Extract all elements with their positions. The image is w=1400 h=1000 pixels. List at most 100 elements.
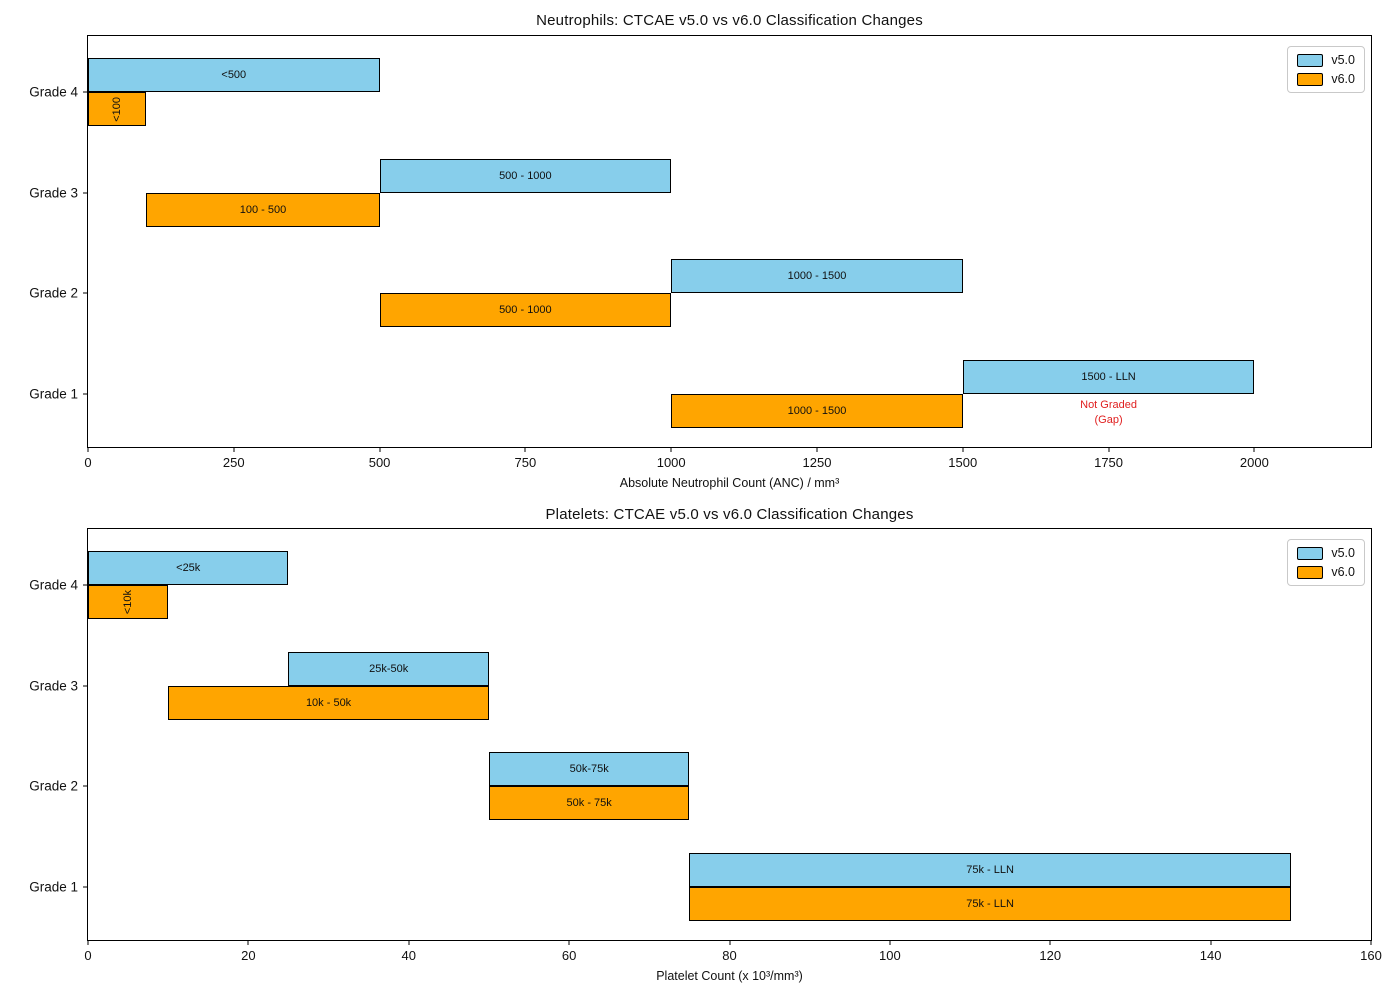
x-tick-mark [1049, 940, 1051, 945]
bar-label: 500 - 1000 [499, 170, 552, 182]
bar-label: 50k-75k [569, 763, 609, 775]
range-bar-v6-0-grade-2: 50k - 75k [488, 786, 690, 820]
y-tick-mark [83, 91, 88, 93]
range-bar-v6-0-grade-4: <100 [88, 92, 147, 126]
x-tick-label: 160 [1360, 948, 1382, 963]
y-tick-label-grade-1: Grade 1 [29, 879, 78, 895]
x-tick-label: 100 [879, 948, 901, 963]
x-tick-label: 2000 [1239, 455, 1269, 470]
bar-label: 1000 - 1500 [787, 405, 847, 417]
x-tick-label: 1000 [656, 455, 686, 470]
range-bar-v6-0-grade-1: 75k - LLN [689, 887, 1291, 921]
legend-item-v6-0: v6.0 [1297, 72, 1355, 86]
x-tick-label: 120 [1039, 948, 1062, 963]
legend-item-v5-0: v5.0 [1297, 53, 1355, 67]
range-bar-v5-0-grade-3: 25k-50k [288, 652, 489, 686]
y-tick-label-grade-2: Grade 2 [29, 778, 78, 794]
x-tick-mark [1210, 940, 1212, 945]
legend-swatch-v5-0 [1297, 546, 1324, 560]
y-tick-label-grade-1: Grade 1 [29, 386, 78, 402]
y-tick-label-grade-2: Grade 2 [29, 285, 78, 301]
legend-label: v6.0 [1331, 565, 1355, 579]
range-bar-v5-0-grade-2: 50k-75k [488, 752, 690, 786]
bar-label: 75k - LLN [966, 864, 1014, 876]
x-tick-label: 500 [368, 455, 391, 470]
range-bar-v5-0-grade-2: 1000 - 1500 [671, 259, 963, 293]
x-tick-label: 20 [241, 948, 256, 963]
bar-label: 50k - 75k [566, 797, 612, 809]
bar-label: <500 [221, 69, 247, 81]
bar-label: 100 - 500 [239, 204, 287, 216]
x-tick-label: 250 [222, 455, 245, 470]
x-tick-mark [568, 940, 570, 945]
x-tick-mark [87, 940, 89, 945]
x-tick-mark [816, 447, 818, 452]
x-tick-mark [87, 447, 89, 452]
x-tick-label: 1500 [948, 455, 978, 470]
legend-label: v5.0 [1331, 546, 1355, 560]
y-tick-mark [83, 192, 88, 194]
y-tick-mark [83, 785, 88, 787]
y-tick-mark [83, 886, 88, 888]
x-tick-label: 40 [401, 948, 416, 963]
annotation-line: Not Graded [1080, 399, 1137, 411]
bar-label: 25k-50k [369, 663, 409, 675]
legend-item-v5-0: v5.0 [1297, 546, 1355, 560]
legend-label: v6.0 [1331, 72, 1355, 86]
platelets-plot-area: Grade 4 Grade 3 Grade 2 Grade 1 0 20 40 60 80 100… [29, 528, 1382, 963]
range-bar-v6-0-grade-1: 1000 - 1500 [671, 394, 963, 428]
range-bar-v6-0-grade-3: 10k - 50k [168, 686, 489, 720]
range-bar-v5-0-grade-1: 75k - LLN [689, 853, 1291, 887]
range-bar-v6-0-grade-2: 500 - 1000 [379, 293, 672, 327]
x-tick-mark [233, 447, 235, 452]
bar-label: 10k - 50k [305, 697, 352, 709]
x-tick-mark [889, 940, 891, 945]
y-tick-mark [83, 685, 88, 687]
x-tick-label: 1250 [802, 455, 832, 470]
x-tick-mark [729, 940, 730, 945]
y-tick-mark [83, 584, 88, 586]
x-tick-label: 0 [84, 455, 92, 470]
platelets-x-axis-label: Platelet Count (x 10³/mm³) [656, 969, 803, 983]
x-tick-mark [524, 447, 526, 452]
neutrophils-x-axis-label: Absolute Neutrophil Count (ANC) / mm³ [619, 476, 840, 490]
x-tick-mark [1108, 447, 1110, 452]
annotation-line: (Gap) [1094, 414, 1123, 426]
y-tick-mark [83, 292, 88, 294]
neutrophils-chart-title: Neutrophils: CTCAE v5.0 vs v6.0 Classifi… [536, 12, 923, 29]
x-tick-label: 60 [561, 948, 577, 963]
bar-label: <25k [176, 562, 201, 574]
x-tick-mark [962, 447, 964, 452]
legend-swatch-v5-0 [1297, 53, 1324, 67]
x-tick-mark [247, 940, 249, 945]
range-bar-v6-0-grade-4: <10k [88, 585, 169, 619]
y-tick-label-grade-3: Grade 3 [29, 185, 78, 201]
y-tick-mark [83, 393, 88, 395]
legend-item-v6-0: v6.0 [1297, 565, 1355, 579]
bar-label: 1000 - 1500 [787, 270, 847, 282]
neutrophils-chart-section: Neutrophils: CTCAE v5.0 vs v6.0 Classifi… [29, 12, 1372, 490]
range-bar-v5-0-grade-1: 1500 - LLN [962, 360, 1255, 394]
legend-swatch-v6-0 [1297, 72, 1324, 86]
x-tick-mark [408, 940, 410, 945]
legend-swatch-v6-0 [1297, 565, 1324, 579]
x-tick-mark [379, 447, 381, 452]
x-tick-mark [670, 447, 672, 452]
bar-label: 75k - LLN [966, 898, 1014, 910]
x-tick-label: 1750 [1094, 455, 1124, 470]
platelets-chart-section: Platelets: CTCAE v5.0 vs v6.0 Classifica… [0, 500, 1400, 1000]
range-bar-v5-0-grade-4: <500 [88, 58, 380, 92]
platelets-chart-title: Platelets: CTCAE v5.0 vs v6.0 Classifica… [545, 506, 914, 523]
legend-label: v5.0 [1331, 53, 1355, 67]
x-tick-label: 0 [84, 948, 92, 963]
legend: v5.0 v6.0 [1287, 46, 1365, 93]
y-tick-label-grade-4: Grade 4 [29, 84, 78, 100]
bar-label: <100 [111, 96, 124, 122]
bar-label: <10k [122, 589, 135, 615]
neutrophils-plot-area: Grade 4 Grade 3 Grade 2 Grade 1 0 250 500 750 10… [29, 35, 1372, 470]
x-tick-label: 140 [1199, 948, 1222, 963]
range-bar-v5-0-grade-3: 500 - 1000 [379, 159, 672, 193]
legend: v5.0 v6.0 [1287, 539, 1365, 586]
annotation-not-graded-gap: Not Graded (Gap) [1080, 398, 1137, 428]
range-bar-v5-0-grade-4: <25k [88, 551, 289, 585]
